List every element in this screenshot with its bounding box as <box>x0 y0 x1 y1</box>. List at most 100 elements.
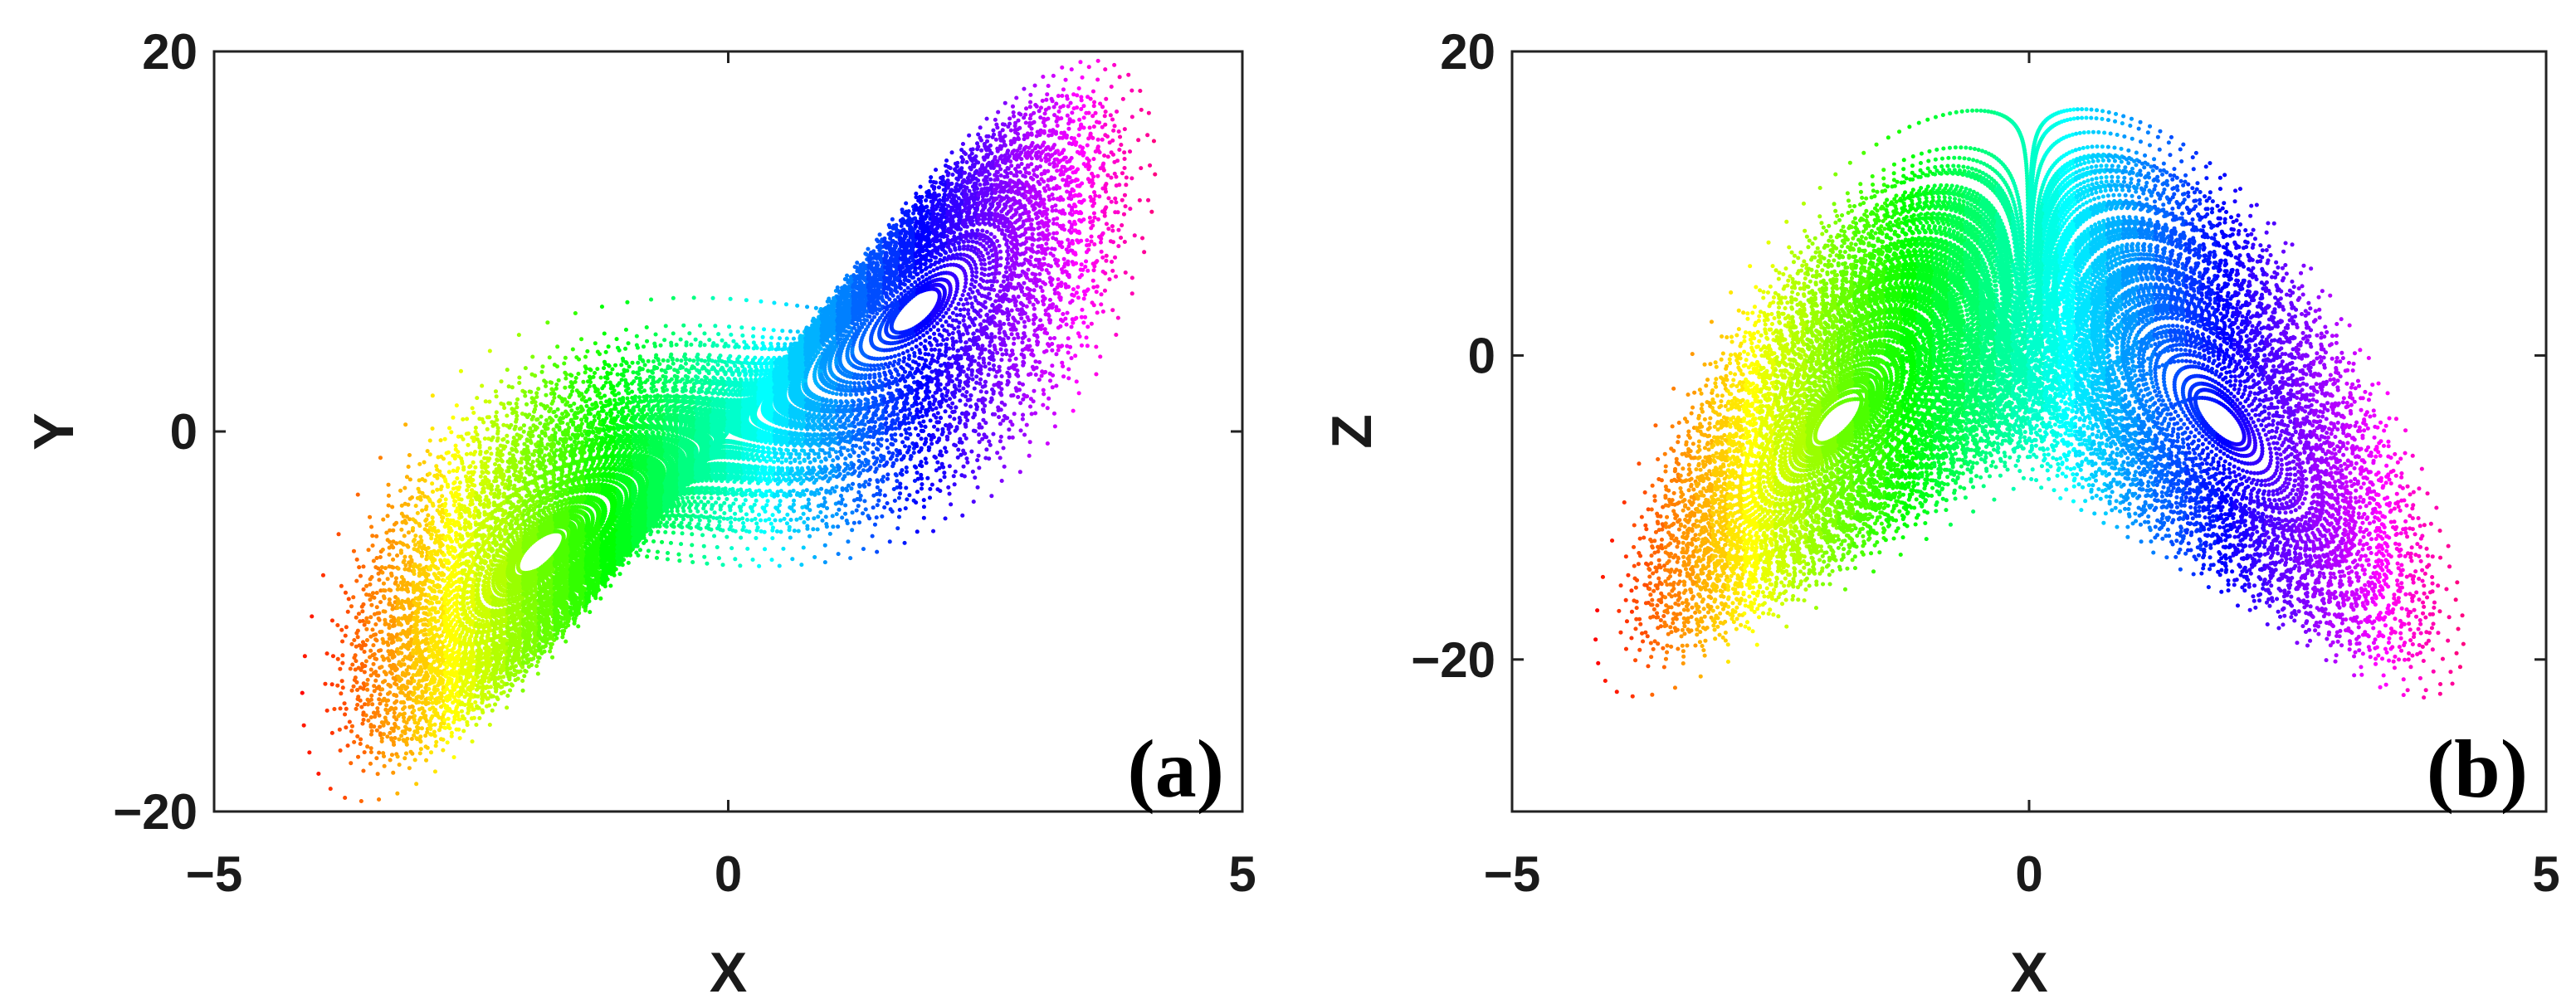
attractor-series <box>320 573 335 792</box>
attractor-series <box>1101 62 1122 337</box>
y-tick-label: −20 <box>113 784 198 840</box>
attractor-series <box>803 305 824 559</box>
attractor-series <box>411 449 431 787</box>
attractor-series <box>2453 580 2466 670</box>
attractor-series <box>2310 289 2330 663</box>
attractor-series <box>1773 219 1793 629</box>
panel-label: (b) <box>2427 723 2528 815</box>
attractor-series <box>2009 119 2030 491</box>
attractor-series <box>2262 221 2283 631</box>
y-tick-label: 0 <box>1468 328 1495 383</box>
attractor-series <box>473 348 494 727</box>
attractor-series <box>1978 108 1998 502</box>
attractor-series <box>929 158 949 534</box>
attractor-series <box>2105 110 2125 529</box>
attractor-series <box>1023 83 1043 458</box>
x-axis-label: X <box>710 941 747 1004</box>
chart-panel-b: −5 0 5 −20 0 20 X Z (b) <box>1320 24 2560 1004</box>
attractor-series <box>1632 461 1651 669</box>
y-tick-label: 20 <box>142 24 198 80</box>
attractor-series <box>2404 453 2425 693</box>
attractor-series <box>1647 423 1666 697</box>
attractor-series <box>2341 323 2362 678</box>
attractor-series <box>897 201 918 545</box>
attractor-series <box>819 289 839 565</box>
attractor-series <box>1899 124 1920 540</box>
attractor-series <box>2388 417 2409 698</box>
attractor-series <box>1593 608 1601 665</box>
attractor-series <box>520 354 541 693</box>
attractor-series <box>505 333 525 698</box>
attractor-series <box>2073 107 2093 513</box>
x-axis-label: X <box>2010 941 2047 1004</box>
y-tick-label: 0 <box>170 404 198 460</box>
attractor-series <box>2247 202 2267 612</box>
attractor-series <box>1007 86 1027 475</box>
attractor-series <box>2183 150 2204 577</box>
attractor-series <box>756 299 777 568</box>
attractor-series <box>1741 264 1762 647</box>
attractor-series <box>2278 241 2299 627</box>
attractor-series <box>363 456 383 802</box>
attractor-points <box>1593 107 2466 700</box>
attractor-series <box>442 403 462 760</box>
attractor-series <box>1915 117 1935 542</box>
attractor-series <box>2373 381 2393 690</box>
x-tick-label: −5 <box>1484 846 1540 902</box>
attractor-series <box>724 296 745 568</box>
attractor-series <box>1867 142 1888 574</box>
attractor-series <box>1662 386 1683 690</box>
attractor-series <box>568 311 588 629</box>
attractor-series <box>379 482 400 775</box>
y-axis-label: Z <box>1320 414 1383 449</box>
y-tick-label: −20 <box>1411 632 1495 688</box>
y-tick-label: 20 <box>1440 24 1495 80</box>
attractor-series <box>866 232 886 554</box>
y-axis-label: Y <box>22 412 85 450</box>
attractor-series <box>1788 201 1809 603</box>
attractor-series <box>301 614 321 776</box>
attractor-series <box>1678 352 1699 665</box>
attractor-series <box>2325 293 2346 664</box>
attractor-series <box>661 295 682 563</box>
attractor-series <box>2420 491 2441 700</box>
attractor-series <box>1820 172 1841 587</box>
attractor-series <box>960 132 981 504</box>
x-tick-label: 0 <box>2015 846 2042 902</box>
attractor-series <box>1946 109 1967 527</box>
attractor-series <box>2168 134 2188 572</box>
attractor-series <box>1962 108 1983 514</box>
attractor-series <box>2437 529 2455 696</box>
attractor-series <box>1149 139 1158 214</box>
attractor-series <box>1136 89 1153 255</box>
x-tick-label: 5 <box>1228 846 1256 902</box>
attractor-series <box>1694 319 1715 679</box>
attractor-series <box>740 298 761 562</box>
attractor-series <box>913 175 934 534</box>
attractor-series <box>1852 150 1872 571</box>
attractor-series <box>677 295 698 564</box>
attractor-series <box>1710 334 1730 643</box>
attractor-series <box>1070 60 1090 413</box>
x-tick-label: 0 <box>715 846 742 902</box>
attractor-series <box>536 320 557 660</box>
attractor-series <box>2231 187 2252 608</box>
attractor-series <box>332 532 352 800</box>
attractor-series <box>2199 161 2220 590</box>
attractor-series <box>2120 114 2141 539</box>
attractor-series <box>615 300 635 577</box>
attractor-series <box>599 305 619 589</box>
attractor-series <box>2025 120 2046 490</box>
attractor-series <box>552 344 573 644</box>
attractor-series <box>2089 107 2110 525</box>
attractor-series <box>457 368 478 744</box>
attractor-series <box>2152 129 2173 560</box>
attractor-series <box>646 297 666 560</box>
attractor-series <box>1757 240 1778 617</box>
attractor-series <box>348 492 368 803</box>
attractor-series <box>1086 58 1106 377</box>
attractor-series <box>2215 173 2236 594</box>
attractor-series <box>1883 129 1904 557</box>
attractor-series <box>1600 539 1619 695</box>
attractor-points <box>300 58 1158 803</box>
